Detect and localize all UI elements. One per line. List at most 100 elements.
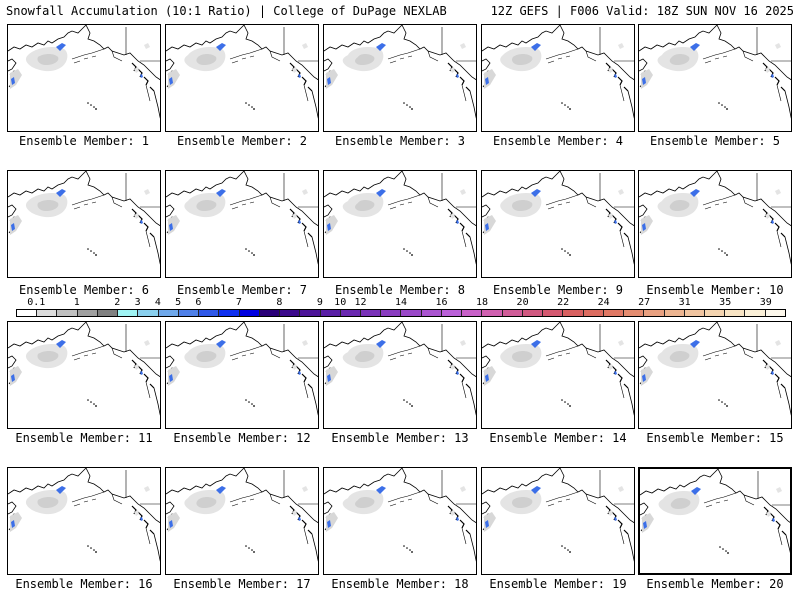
ensemble-member-label: Ensemble Member: 11 xyxy=(15,431,153,445)
colorbar-segment xyxy=(603,310,625,316)
ensemble-member-map xyxy=(165,24,319,132)
ensemble-member-label: Ensemble Member: 20 xyxy=(646,577,784,591)
colorbar-tick-label: 31 xyxy=(678,297,691,308)
colorbar-tick-label: 8 xyxy=(276,297,283,308)
colorbar-segment xyxy=(17,310,38,316)
colorbar-segment xyxy=(138,310,159,316)
ensemble-member-label: Ensemble Member: 3 xyxy=(334,134,466,148)
colorbar-tick-label: 10 xyxy=(334,297,347,308)
colorbar-tick-label: 0.1 xyxy=(27,297,46,308)
colorbar-segment xyxy=(360,310,382,316)
colorbar-segment xyxy=(219,310,240,316)
ensemble-member-map xyxy=(481,467,635,575)
ensemble-member-label: Ensemble Member: 8 xyxy=(334,283,466,297)
ensemble-member-label: Ensemble Member: 12 xyxy=(173,431,311,445)
colorbar-tick-label: 20 xyxy=(516,297,529,308)
colorbar-segment xyxy=(300,310,321,316)
colorbar-segment xyxy=(684,310,705,316)
ensemble-member-map xyxy=(7,321,161,429)
ensemble-member-label: Ensemble Member: 10 xyxy=(646,283,784,297)
colorbar-segment xyxy=(664,310,685,316)
colorbar-tick-label: 3 xyxy=(134,297,141,308)
colorbar-tick-label: 1 xyxy=(73,297,80,308)
colorbar-segment xyxy=(522,310,544,316)
colorbar-segment xyxy=(320,310,341,316)
colorbar-tick-label: 9 xyxy=(316,297,323,308)
colorbar-tick-label: 12 xyxy=(354,297,367,308)
ensemble-member-map xyxy=(7,24,161,132)
colorbar-segment xyxy=(340,310,361,316)
ensemble-member-map xyxy=(323,321,477,429)
colorbar-tick-label: 14 xyxy=(394,297,408,308)
colorbar-segment xyxy=(441,310,463,316)
ensemble-member-label: Ensemble Member: 19 xyxy=(489,577,627,591)
ensemble-member-label: Ensemble Member: 4 xyxy=(492,134,624,148)
colorbar-tick-label: 5 xyxy=(175,297,182,308)
colorbar-tick-label: 7 xyxy=(235,297,242,308)
colorbar-segment xyxy=(239,310,260,316)
ensemble-member-label: Ensemble Member: 6 xyxy=(18,283,150,297)
ensemble-member-map xyxy=(7,170,161,278)
colorbar-tick-label: 24 xyxy=(597,297,610,308)
ensemble-member-map xyxy=(638,170,792,278)
ensemble-member-map xyxy=(638,24,792,132)
colorbar-segment xyxy=(280,310,301,316)
ensemble-member-map xyxy=(481,170,635,278)
colorbar-tick-label: 6 xyxy=(195,297,202,308)
ensemble-member-map xyxy=(323,170,477,278)
ensemble-member-map xyxy=(323,24,477,132)
ensemble-member-map xyxy=(638,321,792,429)
colorbar-segment xyxy=(77,310,98,316)
colorbar-tick-label: 16 xyxy=(435,297,448,308)
colorbar-segment xyxy=(644,310,665,316)
ensemble-member-map xyxy=(165,467,319,575)
colorbar-segment xyxy=(543,310,564,316)
colorbar-segment xyxy=(401,310,422,316)
ensemble-member-label: Ensemble Member: 14 xyxy=(489,431,627,445)
colorbar-tick-label: 35 xyxy=(719,297,732,308)
colorbar-tick-label: 18 xyxy=(476,297,489,308)
ensemble-member-map xyxy=(323,467,477,575)
ensemble-member-map xyxy=(165,321,319,429)
ensemble-member-label: Ensemble Member: 1 xyxy=(18,134,150,148)
colorbar-segment xyxy=(765,310,785,316)
ensemble-member-map xyxy=(481,24,635,132)
colorbar-segment xyxy=(381,310,402,316)
colorbar-segment xyxy=(563,310,584,316)
ensemble-member-label: Ensemble Member: 9 xyxy=(492,283,624,297)
colorbar-segment xyxy=(421,310,442,316)
colorbar-segment xyxy=(97,310,119,316)
colorbar-segment xyxy=(482,310,503,316)
colorbar-segment xyxy=(158,310,179,316)
colorbar-segment xyxy=(725,310,746,316)
colorbar-tick-label: 4 xyxy=(154,297,161,308)
colorbar-tick-label: 27 xyxy=(638,297,651,308)
ensemble-member-map xyxy=(638,467,792,575)
ensemble-member-map xyxy=(7,467,161,575)
colorbar-segment xyxy=(118,310,139,316)
colorbar-segment xyxy=(259,310,281,316)
colorbar-segment xyxy=(178,310,200,316)
colorbar-segment xyxy=(745,310,766,316)
ensemble-member-label: Ensemble Member: 16 xyxy=(15,577,153,591)
colorbar-tick-label: 2 xyxy=(114,297,121,308)
colorbar-segment xyxy=(624,310,645,316)
colorbar-segment xyxy=(199,310,220,316)
ensemble-member-label: Ensemble Member: 7 xyxy=(176,283,308,297)
ensemble-member-label: Ensemble Member: 5 xyxy=(649,134,781,148)
colorbar-tick-label: 39 xyxy=(759,297,772,308)
valid-time: 12Z GEFS | F006 Valid: 18Z SUN NOV 16 20… xyxy=(490,4,794,18)
colorbar-labels: 0.1 1 2 3 4 5 6 7 8 9 10 12 14 16 18 20 22 24 27 31 35 39 xyxy=(16,297,786,309)
ensemble-member-map xyxy=(165,170,319,278)
colorbar-segment xyxy=(583,310,604,316)
colorbar-segment xyxy=(704,310,726,316)
ensemble-member-label: Ensemble Member: 2 xyxy=(176,134,308,148)
map-title: Snowfall Accumulation (10:1 Ratio) | Col… xyxy=(6,4,447,18)
ensemble-member-label: Ensemble Member: 17 xyxy=(173,577,311,591)
ensemble-member-label: Ensemble Member: 18 xyxy=(331,577,469,591)
ensemble-member-map xyxy=(481,321,635,429)
colorbar-segment xyxy=(502,310,523,316)
snowfall-colorbar xyxy=(16,309,786,317)
colorbar-segment xyxy=(37,310,58,316)
ensemble-member-label: Ensemble Member: 13 xyxy=(331,431,469,445)
